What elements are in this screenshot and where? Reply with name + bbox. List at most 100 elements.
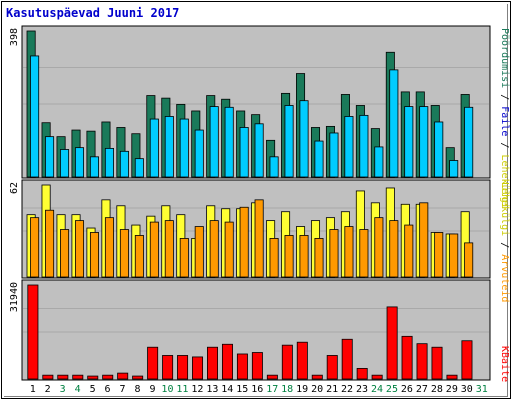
legend-middle: Lehekülgi / Arvuteid xyxy=(499,182,510,302)
bar-middle-s1-day-13 xyxy=(209,220,219,278)
x-tick-label: 27 xyxy=(416,384,428,395)
x-tick-label: 5 xyxy=(90,384,96,395)
bar-top-s1-day-6 xyxy=(104,147,114,178)
bar-bottom-s0-day-6 xyxy=(102,374,114,380)
x-tick-label: 14 xyxy=(221,384,233,395)
bar-middle-s1-day-10 xyxy=(164,220,174,278)
panel-top-ymax-label: 398 xyxy=(9,28,20,46)
panel-bottom-ymax-label: 31940 xyxy=(9,282,20,312)
bar-bottom-s0-day-20 xyxy=(311,374,323,380)
bar-top-s1-day-12 xyxy=(194,129,204,178)
bar-top-s1-day-16 xyxy=(254,123,264,178)
bar-top-s1-day-24 xyxy=(374,146,384,178)
bar-top-s1-day-17 xyxy=(269,156,279,178)
x-tick-label: 2 xyxy=(45,384,51,395)
bar-top-s1-day-5 xyxy=(89,156,99,178)
bar-bottom-s0-day-1 xyxy=(27,284,39,380)
bar-middle-s1-day-22 xyxy=(344,226,354,278)
legend-top-part: Lehekülgi xyxy=(499,154,510,208)
x-tick-label: 4 xyxy=(75,384,81,395)
x-tick-label: 1 xyxy=(30,384,36,395)
bar-bottom-s0-day-17 xyxy=(266,374,278,380)
x-tick-label: 15 xyxy=(236,384,248,395)
bar-middle-s1-day-16 xyxy=(254,199,264,278)
x-tick-label: 6 xyxy=(105,384,111,395)
bar-bottom-s0-day-3 xyxy=(57,374,69,380)
legend-middle-part: / xyxy=(499,236,510,254)
x-tick-label: 25 xyxy=(386,384,398,395)
bar-top-s1-day-28 xyxy=(434,121,444,178)
legend-top: Pöördumisi / Faile / Lehekülgi xyxy=(499,28,510,209)
bar-bottom-s0-day-2 xyxy=(42,374,54,380)
bar-bottom-s0-day-28 xyxy=(431,346,443,380)
bar-top-s1-day-18 xyxy=(284,105,294,178)
bar-top-s1-day-23 xyxy=(359,114,369,178)
bar-middle-s1-day-20 xyxy=(314,238,324,278)
bar-top-s1-day-20 xyxy=(314,140,324,178)
bar-middle-s1-day-5 xyxy=(89,232,99,278)
x-tick-label: 29 xyxy=(446,384,458,395)
x-tick-label: 24 xyxy=(371,384,383,395)
bar-bottom-s0-day-23 xyxy=(356,368,368,380)
bar-top-s1-day-27 xyxy=(419,106,429,178)
bar-bottom-s0-day-12 xyxy=(192,356,204,380)
x-tick-label: 10 xyxy=(161,384,173,395)
bar-middle-s1-day-2 xyxy=(45,209,55,278)
bar-bottom-s0-day-18 xyxy=(281,344,293,380)
x-tick-label: 31 xyxy=(476,384,488,395)
bar-middle-s1-day-14 xyxy=(224,221,234,278)
x-tick-label: 26 xyxy=(401,384,413,395)
legend-top-part: / xyxy=(499,88,510,106)
legend-top-part: Pöördumisi xyxy=(499,28,510,88)
bar-middle-s1-day-11 xyxy=(179,238,189,278)
bar-top-s1-day-22 xyxy=(344,116,354,178)
bar-bottom-s0-day-25 xyxy=(386,306,398,380)
x-tick-label: 19 xyxy=(296,384,308,395)
bar-bottom-s0-day-16 xyxy=(251,352,263,380)
bar-top-s1-day-3 xyxy=(60,149,70,178)
bar-bottom-s0-day-11 xyxy=(177,355,189,380)
bar-middle-s1-day-29 xyxy=(449,233,459,278)
bar-middle-s1-day-24 xyxy=(374,217,384,278)
bar-bottom-s0-day-15 xyxy=(236,353,248,380)
bar-middle-s1-day-21 xyxy=(329,229,339,278)
panel-middle: 62 xyxy=(9,179,491,279)
bar-bottom-s0-day-7 xyxy=(117,372,129,380)
x-tick-label: 13 xyxy=(206,384,218,395)
x-tick-label: 9 xyxy=(149,384,155,395)
panel-bottom-bars xyxy=(27,284,473,380)
x-tick-label: 23 xyxy=(356,384,368,395)
bar-top-s1-day-2 xyxy=(45,136,55,178)
bar-top-s1-day-14 xyxy=(224,106,234,178)
legend-bottom-part: KBaite xyxy=(499,346,510,382)
bar-bottom-s0-day-24 xyxy=(371,374,383,380)
panel-top-gridlines xyxy=(23,67,489,105)
bar-bottom-s0-day-22 xyxy=(341,338,353,380)
bar-bottom-s0-day-10 xyxy=(162,355,174,380)
x-tick-label: 30 xyxy=(461,384,473,395)
panel-bottom: 31940 xyxy=(9,279,491,381)
bar-middle-s1-day-26 xyxy=(404,224,414,278)
bar-middle-s1-day-6 xyxy=(104,217,114,278)
panel-middle-ymax-label: 62 xyxy=(9,182,20,194)
bar-middle-s1-day-19 xyxy=(299,235,309,278)
bar-top-s1-day-26 xyxy=(404,106,414,178)
bar-bottom-s0-day-29 xyxy=(446,374,458,380)
bar-middle-s1-day-18 xyxy=(284,235,294,278)
bar-middle-s1-day-7 xyxy=(119,229,129,278)
bar-middle-s1-day-17 xyxy=(269,238,279,278)
legend-middle-part: Arvuteid xyxy=(499,254,510,302)
panel-top: 398 xyxy=(9,25,491,179)
x-tick-label: 20 xyxy=(311,384,323,395)
x-tick-label: 16 xyxy=(251,384,263,395)
bar-top-s1-day-1 xyxy=(30,55,40,178)
chart-title: Kasutuspäevad Juuni 2017 xyxy=(6,6,179,20)
bar-bottom-s0-day-13 xyxy=(207,346,218,380)
x-tick-label: 12 xyxy=(191,384,203,395)
bar-top-s1-day-4 xyxy=(74,147,85,178)
x-tick-label: 21 xyxy=(326,384,338,395)
bar-bottom-s0-day-4 xyxy=(72,374,84,380)
bar-top-s1-day-10 xyxy=(164,116,174,178)
bar-bottom-s0-day-21 xyxy=(326,355,338,380)
